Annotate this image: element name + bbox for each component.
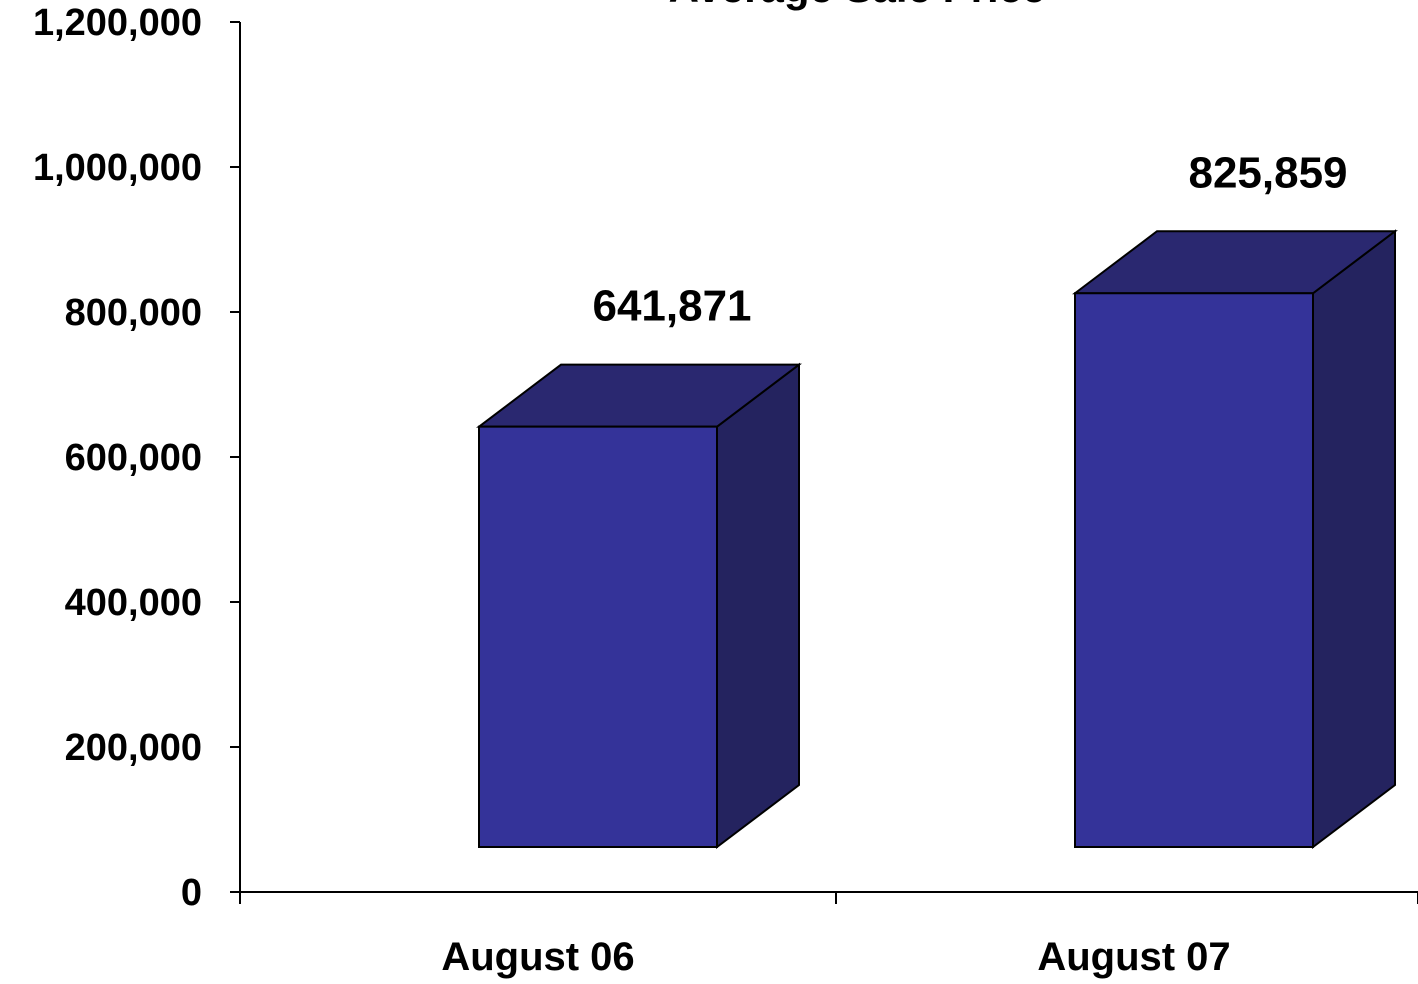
x-tick-label: August 07 bbox=[1037, 935, 1230, 979]
data-label: 641,871 bbox=[592, 282, 751, 331]
data-labels: 641,871 825,859 bbox=[592, 148, 1347, 330]
y-tick-label: 1,200,000 bbox=[33, 2, 202, 44]
y-tick-label: 800,000 bbox=[65, 292, 202, 334]
bar-front-face bbox=[1074, 292, 1314, 849]
x-axis: August 06 August 07 bbox=[239, 891, 1418, 979]
bar bbox=[1072, 229, 1398, 850]
y-tick-label: 400,000 bbox=[65, 582, 202, 624]
y-tick-label: 1,000,000 bbox=[33, 147, 202, 189]
bar-side-face bbox=[716, 362, 800, 850]
y-tick-label: 0 bbox=[181, 872, 202, 914]
bar-front-face bbox=[478, 425, 718, 848]
y-axis: 0 200,000 400,000 600,000 800,000 1,000,000 1,… bbox=[33, 2, 241, 914]
y-tick-label: 200,000 bbox=[65, 727, 202, 769]
y-tick-label: 600,000 bbox=[65, 437, 202, 479]
x-tick-label: August 06 bbox=[441, 935, 634, 979]
chart-title: Average Sale Price bbox=[669, 0, 1046, 11]
data-label: 825,859 bbox=[1188, 148, 1347, 197]
bar bbox=[476, 362, 802, 850]
bars bbox=[476, 229, 1398, 850]
bar-side-face bbox=[1312, 229, 1396, 850]
